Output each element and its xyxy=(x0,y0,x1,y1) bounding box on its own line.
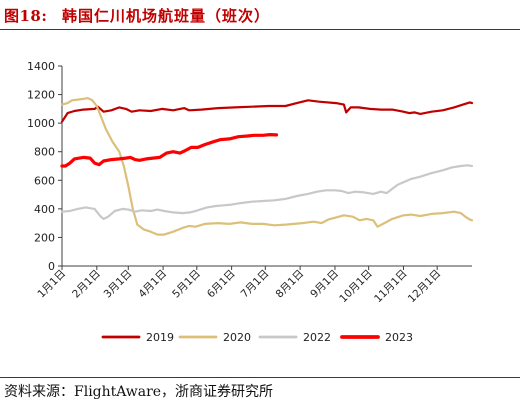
y-tick-label: 200 xyxy=(34,231,55,244)
title-rule xyxy=(0,29,520,30)
figure-number: 图18: xyxy=(4,7,48,25)
chart-series-layer xyxy=(60,96,474,236)
y-tick-label: 0 xyxy=(48,260,55,273)
y-tick-label: 1400 xyxy=(27,60,55,73)
x-tick-label: 4月1日 xyxy=(136,268,169,301)
figure-header: 图18: 韩国仁川机场航班量（班次） xyxy=(0,0,520,30)
y-tick-label: 400 xyxy=(34,203,55,216)
series-line-2022 xyxy=(60,164,474,220)
x-tick-label: 3月1日 xyxy=(102,268,135,301)
x-tick-label: 8月1日 xyxy=(273,268,306,301)
x-tick-label: 5月1日 xyxy=(170,268,203,301)
x-tick-label: 12月1日 xyxy=(406,268,444,306)
series-line-2019 xyxy=(60,99,474,123)
series-line-2020 xyxy=(60,96,474,236)
y-tick-label: 1000 xyxy=(27,117,55,130)
legend-label-2020: 2020 xyxy=(223,331,251,344)
x-tick-label: 11月1日 xyxy=(372,268,410,306)
x-tick-label: 2月1日 xyxy=(70,268,103,301)
legend-label-2022: 2022 xyxy=(303,331,331,344)
chart-legend: 2019 2020 2022 2023 xyxy=(101,331,413,344)
source-rule xyxy=(0,377,520,378)
legend-label-2019: 2019 xyxy=(146,331,174,344)
y-tick-label: 800 xyxy=(34,146,55,159)
legend-label-2023: 2023 xyxy=(385,331,413,344)
y-tick-label: 1200 xyxy=(27,89,55,102)
figure-title: 韩国仁川机场航班量（班次） xyxy=(62,7,271,25)
x-tick-label: 10月1日 xyxy=(337,268,375,306)
x-tick-label: 6月1日 xyxy=(205,268,238,301)
x-tick-label: 9月1日 xyxy=(308,268,341,301)
source-note: 资料来源：FlightAware，浙商证券研究所 xyxy=(4,384,274,400)
y-tick-label: 600 xyxy=(34,174,55,187)
series-line-2023 xyxy=(60,132,279,168)
x-tick-label: 7月1日 xyxy=(239,268,272,301)
